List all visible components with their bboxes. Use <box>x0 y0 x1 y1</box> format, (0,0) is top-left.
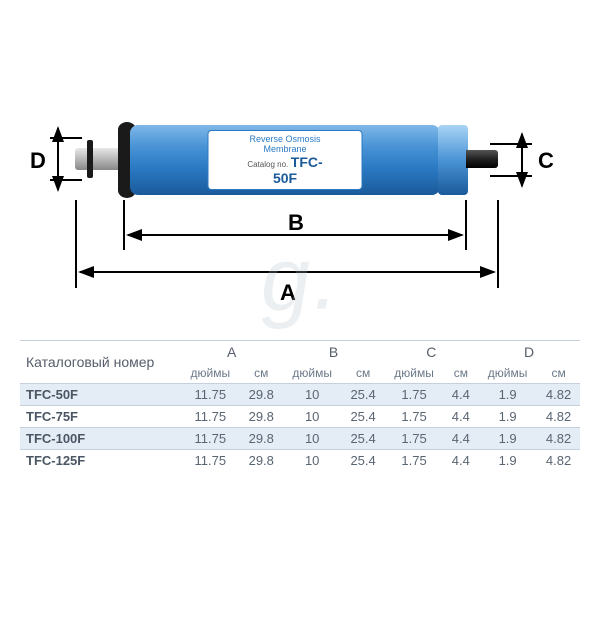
cell-value: 25.4 <box>342 406 385 428</box>
unit-in: дюймы <box>181 363 240 384</box>
cell-value: 29.8 <box>240 406 283 428</box>
cell-model: TFC-100F <box>20 428 181 450</box>
cell-value: 29.8 <box>240 384 283 406</box>
col-A: A <box>181 341 283 364</box>
cell-value: 1.9 <box>478 406 537 428</box>
cell-value: 1.75 <box>384 406 443 428</box>
table-body: TFC-50F11.7529.81025.41.754.41.94.82TFC-… <box>20 384 580 472</box>
table-row: TFC-100F11.7529.81025.41.754.41.94.82 <box>20 428 580 450</box>
dim-letter-B: B <box>288 210 304 235</box>
cell-value: 4.4 <box>444 450 478 472</box>
dimension-diagram: Reverse Osmosis Membrane Catalog no. TFC… <box>20 40 580 320</box>
cell-value: 29.8 <box>240 428 283 450</box>
cell-value: 4.82 <box>537 384 580 406</box>
dimension-overlay: D C B A <box>20 40 580 320</box>
unit-in: дюймы <box>283 363 342 384</box>
cell-value: 1.9 <box>478 450 537 472</box>
cell-model: TFC-125F <box>20 450 181 472</box>
unit-cm: см <box>240 363 283 384</box>
unit-cm: см <box>444 363 478 384</box>
cell-value: 29.8 <box>240 450 283 472</box>
cell-value: 4.82 <box>537 428 580 450</box>
col-D: D <box>478 341 580 364</box>
dim-letter-D: D <box>30 148 46 173</box>
unit-in: дюймы <box>384 363 443 384</box>
cell-model: TFC-50F <box>20 384 181 406</box>
unit-cm: см <box>342 363 385 384</box>
cell-value: 1.75 <box>384 428 443 450</box>
cell-value: 4.4 <box>444 384 478 406</box>
cell-value: 10 <box>283 384 342 406</box>
cell-value: 10 <box>283 450 342 472</box>
cell-value: 4.82 <box>537 450 580 472</box>
cell-value: 25.4 <box>342 450 385 472</box>
cell-value: 4.82 <box>537 406 580 428</box>
dimensions-table: Каталоговый номер A B C D дюймы см дюймы… <box>20 340 580 471</box>
table-row: TFC-50F11.7529.81025.41.754.41.94.82 <box>20 384 580 406</box>
cell-value: 1.9 <box>478 428 537 450</box>
col-C: C <box>384 341 478 364</box>
cell-value: 10 <box>283 428 342 450</box>
cell-value: 1.9 <box>478 384 537 406</box>
cell-value: 25.4 <box>342 384 385 406</box>
unit-cm: см <box>537 363 580 384</box>
cell-value: 25.4 <box>342 428 385 450</box>
dim-letter-A: A <box>280 280 296 305</box>
cell-value: 1.75 <box>384 450 443 472</box>
cell-value: 10 <box>283 406 342 428</box>
cell-value: 11.75 <box>181 428 240 450</box>
dimensions-table-wrap: Каталоговый номер A B C D дюймы см дюймы… <box>20 340 580 471</box>
cell-value: 4.4 <box>444 428 478 450</box>
cell-model: TFC-75F <box>20 406 181 428</box>
table-row: TFC-125F11.7529.81025.41.754.41.94.82 <box>20 450 580 472</box>
col-catalog: Каталоговый номер <box>20 341 181 384</box>
cell-value: 11.75 <box>181 406 240 428</box>
cell-value: 11.75 <box>181 384 240 406</box>
col-B: B <box>283 341 385 364</box>
table-row: TFC-75F11.7529.81025.41.754.41.94.82 <box>20 406 580 428</box>
dim-letter-C: C <box>538 148 554 173</box>
cell-value: 11.75 <box>181 450 240 472</box>
unit-in: дюймы <box>478 363 537 384</box>
cell-value: 1.75 <box>384 384 443 406</box>
cell-value: 4.4 <box>444 406 478 428</box>
